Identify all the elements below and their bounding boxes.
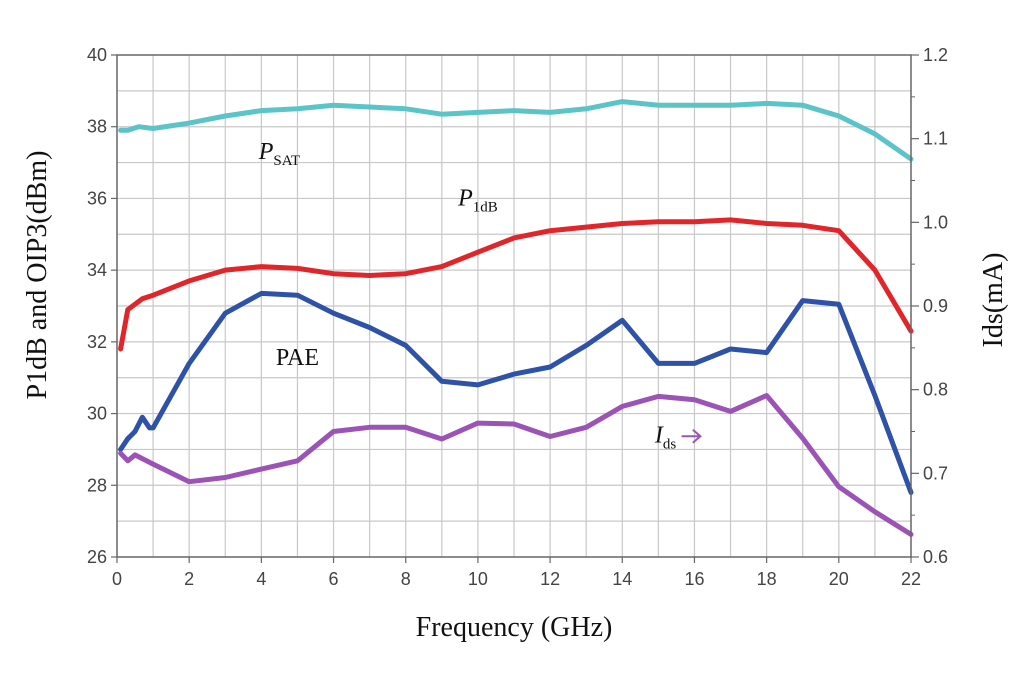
y-left-tick-label: 40	[87, 45, 107, 65]
annotation-main: P	[258, 139, 274, 165]
y-right-tick-label: 1.1	[923, 129, 948, 149]
series-annotation: PSAT	[258, 139, 300, 169]
annotation-main: I	[654, 422, 664, 448]
plot-frame	[116, 54, 912, 558]
series-line-pae	[118, 290, 914, 495]
y-right-tick-label: 0.6	[923, 547, 948, 567]
y-axis-right-ticks: 0.6 0.7 0.8 0.9 1.0 1.1 1.2	[911, 45, 948, 567]
arrow-icon	[681, 429, 702, 444]
series-layer	[118, 99, 914, 537]
y-left-tick-label: 32	[87, 332, 107, 352]
x-tick-label: 6	[329, 569, 339, 589]
series-annotation: P1dB	[457, 186, 498, 216]
x-axis-ticks: 0 2 4 6 8 10 12 14 16 18 20 22	[112, 557, 921, 589]
annotation-sub: 1dB	[473, 200, 498, 216]
x-tick-label: 18	[757, 569, 777, 589]
y-axis-left-title: P1dB and OIP3(dBm)	[22, 151, 53, 400]
y-left-tick-label: 28	[87, 475, 107, 495]
y-left-tick-label: 36	[87, 188, 107, 208]
x-tick-label: 10	[468, 569, 488, 589]
x-tick-label: 14	[612, 569, 632, 589]
annotation-main: PAE	[276, 345, 319, 371]
x-tick-label: 4	[256, 569, 266, 589]
series-line-ids	[118, 393, 914, 537]
x-tick-label: 16	[684, 569, 704, 589]
y-axis-right-title: Ids(mA)	[978, 253, 1009, 348]
x-tick-label: 0	[112, 569, 122, 589]
annotation-main: P	[457, 186, 473, 212]
grid	[117, 55, 911, 557]
y-left-tick-label: 34	[87, 260, 107, 280]
series-annotation: Ids	[654, 422, 677, 452]
y-left-tick-label: 38	[87, 117, 107, 137]
x-axis-title: Frequency (GHz)	[416, 612, 613, 643]
x-tick-label: 12	[540, 569, 560, 589]
y-right-tick-label: 1.2	[923, 45, 948, 65]
annotation-sub: SAT	[273, 153, 300, 169]
y-right-tick-label: 0.7	[923, 463, 948, 483]
y-right-tick-label: 0.8	[923, 380, 948, 400]
y-axis-left-ticks: 26 28 30 32 34 36 38 40	[87, 45, 117, 567]
series-line-p1db	[118, 217, 914, 352]
y-right-tick-label: 1.0	[923, 212, 948, 232]
y-left-tick-label: 26	[87, 547, 107, 567]
x-tick-label: 22	[901, 569, 921, 589]
x-tick-label: 8	[401, 569, 411, 589]
y-left-tick-label: 30	[87, 404, 107, 424]
y-right-tick-label: 0.9	[923, 296, 948, 316]
x-tick-label: 20	[829, 569, 849, 589]
series-line-psat	[118, 99, 914, 162]
x-tick-label: 2	[184, 569, 194, 589]
annotation-sub: ds	[663, 436, 677, 452]
series-annotation: PAE	[276, 345, 319, 371]
